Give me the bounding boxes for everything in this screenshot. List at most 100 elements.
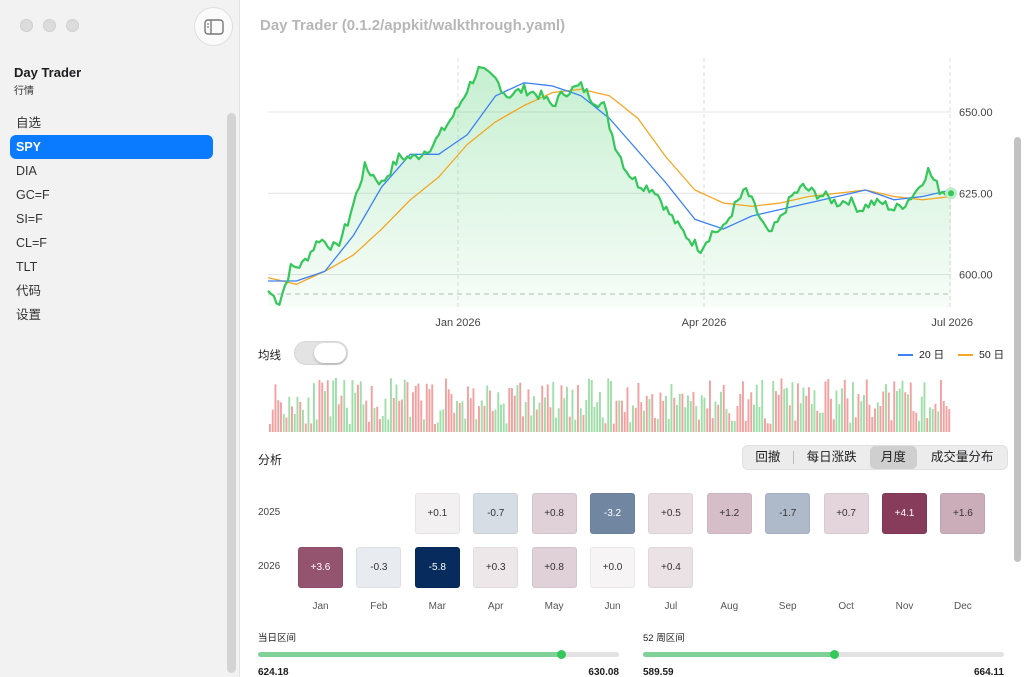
volume-bar xyxy=(610,381,612,432)
heatmap-cell[interactable]: +0.4 xyxy=(648,547,694,588)
main-scrollbar[interactable] xyxy=(1014,137,1021,562)
volume-bar xyxy=(805,395,808,432)
volume-bar xyxy=(755,384,758,432)
sidebar-item-spy[interactable]: SPY xyxy=(10,135,213,159)
day-range-marker xyxy=(557,650,567,659)
month-label: Jul xyxy=(664,601,678,612)
volume-bar xyxy=(447,389,450,432)
sidebar-item-si-f[interactable]: SI=F xyxy=(16,212,43,226)
volume-bar xyxy=(332,380,335,432)
volume-bar xyxy=(555,417,557,432)
heatmap-cell[interactable]: +0.8 xyxy=(531,547,577,588)
volume-bar xyxy=(750,392,753,432)
volume-bar xyxy=(398,400,401,432)
sidebar-toggle-button[interactable] xyxy=(194,7,233,46)
heatmap-cell[interactable]: +0.3 xyxy=(473,547,519,588)
volume-bar xyxy=(945,406,948,432)
volume-bar xyxy=(648,398,651,432)
y-tick-label: 650.00 xyxy=(959,107,993,119)
heatmap-cell[interactable]: +0.1 xyxy=(414,493,460,534)
heatmap-cell[interactable]: -0.3 xyxy=(356,547,402,588)
volume-bar xyxy=(915,412,918,432)
price-chart[interactable]: 650.00 625.00 600.00 Jan 2026 Apr 2026 Jul 2… xyxy=(0,0,1024,440)
volume-bar xyxy=(659,392,662,432)
day-range-high: 630.08 xyxy=(588,667,619,677)
heatmap-cell[interactable]: +1.6 xyxy=(940,493,986,534)
volume-bar xyxy=(918,420,920,432)
volume-bar xyxy=(549,407,552,432)
volume-bar xyxy=(621,400,623,432)
heatmap-cell[interactable]: +0.0 xyxy=(590,547,635,588)
heatmap-cell[interactable]: +0.7 xyxy=(823,493,869,534)
volume-bar xyxy=(519,382,522,432)
month-label: Apr xyxy=(487,601,504,612)
heatmap-cell[interactable]: +0.5 xyxy=(648,493,694,534)
volume-bar xyxy=(725,409,728,432)
sidebar-item-gc-f[interactable]: GC=F xyxy=(16,188,50,202)
sidebar-item-7[interactable]: 代码 xyxy=(16,284,42,298)
volume-bar xyxy=(464,418,467,432)
volume-bar xyxy=(769,423,772,432)
minimize-window-button[interactable] xyxy=(43,19,56,32)
zoom-window-button[interactable] xyxy=(66,19,79,32)
week52-range-marker xyxy=(830,650,840,659)
volume-bar xyxy=(849,422,852,432)
volume-bar xyxy=(269,424,271,432)
volume-bar xyxy=(425,383,428,432)
volume-bar xyxy=(753,404,755,432)
volume-bar xyxy=(535,409,538,432)
heatmap-cell[interactable]: +4.1 xyxy=(882,493,927,534)
volume-bars xyxy=(269,378,951,432)
volume-bar xyxy=(766,423,769,432)
volume-bar xyxy=(579,408,582,432)
heatmap-cell[interactable]: -5.8 xyxy=(414,547,460,588)
volume-bar xyxy=(486,385,489,432)
heatmap-cell[interactable]: -0.7 xyxy=(473,493,519,534)
volume-bar xyxy=(271,409,274,432)
volume-bar xyxy=(865,379,868,432)
volume-bar xyxy=(318,379,321,432)
volume-bar xyxy=(808,387,810,432)
segment-divider xyxy=(792,451,794,464)
sidebar-item-8[interactable]: 设置 xyxy=(16,308,42,322)
sidebar-item-0[interactable]: 自选 xyxy=(16,116,42,130)
volume-bar xyxy=(577,385,579,432)
heatmap-cell[interactable]: -3.2 xyxy=(590,493,635,534)
volume-bar xyxy=(436,422,439,432)
tab-3[interactable]: 成交量分布 xyxy=(930,450,994,464)
year-label: 2025 xyxy=(258,507,281,518)
tab-2[interactable]: 月度 xyxy=(869,446,918,469)
volume-bar xyxy=(830,398,832,432)
sidebar-item-cl-f[interactable]: CL=F xyxy=(16,236,47,250)
sidebar-scrollbar[interactable] xyxy=(227,113,236,673)
volume-bar xyxy=(439,410,442,432)
volume-bar xyxy=(497,392,500,432)
heatmap-cell[interactable]: +1.2 xyxy=(706,493,752,534)
volume-bar xyxy=(700,395,703,432)
volume-bar xyxy=(590,380,593,432)
volume-bar xyxy=(940,380,942,432)
heatmap-cell[interactable]: -1.7 xyxy=(765,493,811,534)
close-window-button[interactable] xyxy=(20,19,33,32)
sidebar-item-dia[interactable]: DIA xyxy=(16,164,37,178)
volume-bar xyxy=(412,392,414,432)
volume-bar xyxy=(428,389,431,432)
tab-1[interactable]: 每日涨跌 xyxy=(806,450,857,464)
sidebar-item-tlt[interactable]: TLT xyxy=(16,260,38,274)
week52-range-high: 664.11 xyxy=(973,667,1004,677)
volume-bar xyxy=(343,380,346,432)
volume-bar xyxy=(709,380,711,432)
volume-bar xyxy=(687,395,689,432)
volume-bar xyxy=(310,423,313,432)
volume-bar xyxy=(533,396,535,432)
volume-bar xyxy=(857,394,860,432)
ma-toggle[interactable] xyxy=(294,341,348,365)
volume-bar xyxy=(376,406,379,432)
volume-bar xyxy=(530,415,533,432)
tab-0[interactable]: 回撤 xyxy=(755,450,781,464)
volume-bar xyxy=(472,388,475,432)
volume-bar xyxy=(291,406,293,432)
heatmap-cell[interactable]: +3.6 xyxy=(298,547,343,588)
heatmap-cell[interactable]: +0.8 xyxy=(531,493,577,534)
volume-bar xyxy=(827,379,830,432)
